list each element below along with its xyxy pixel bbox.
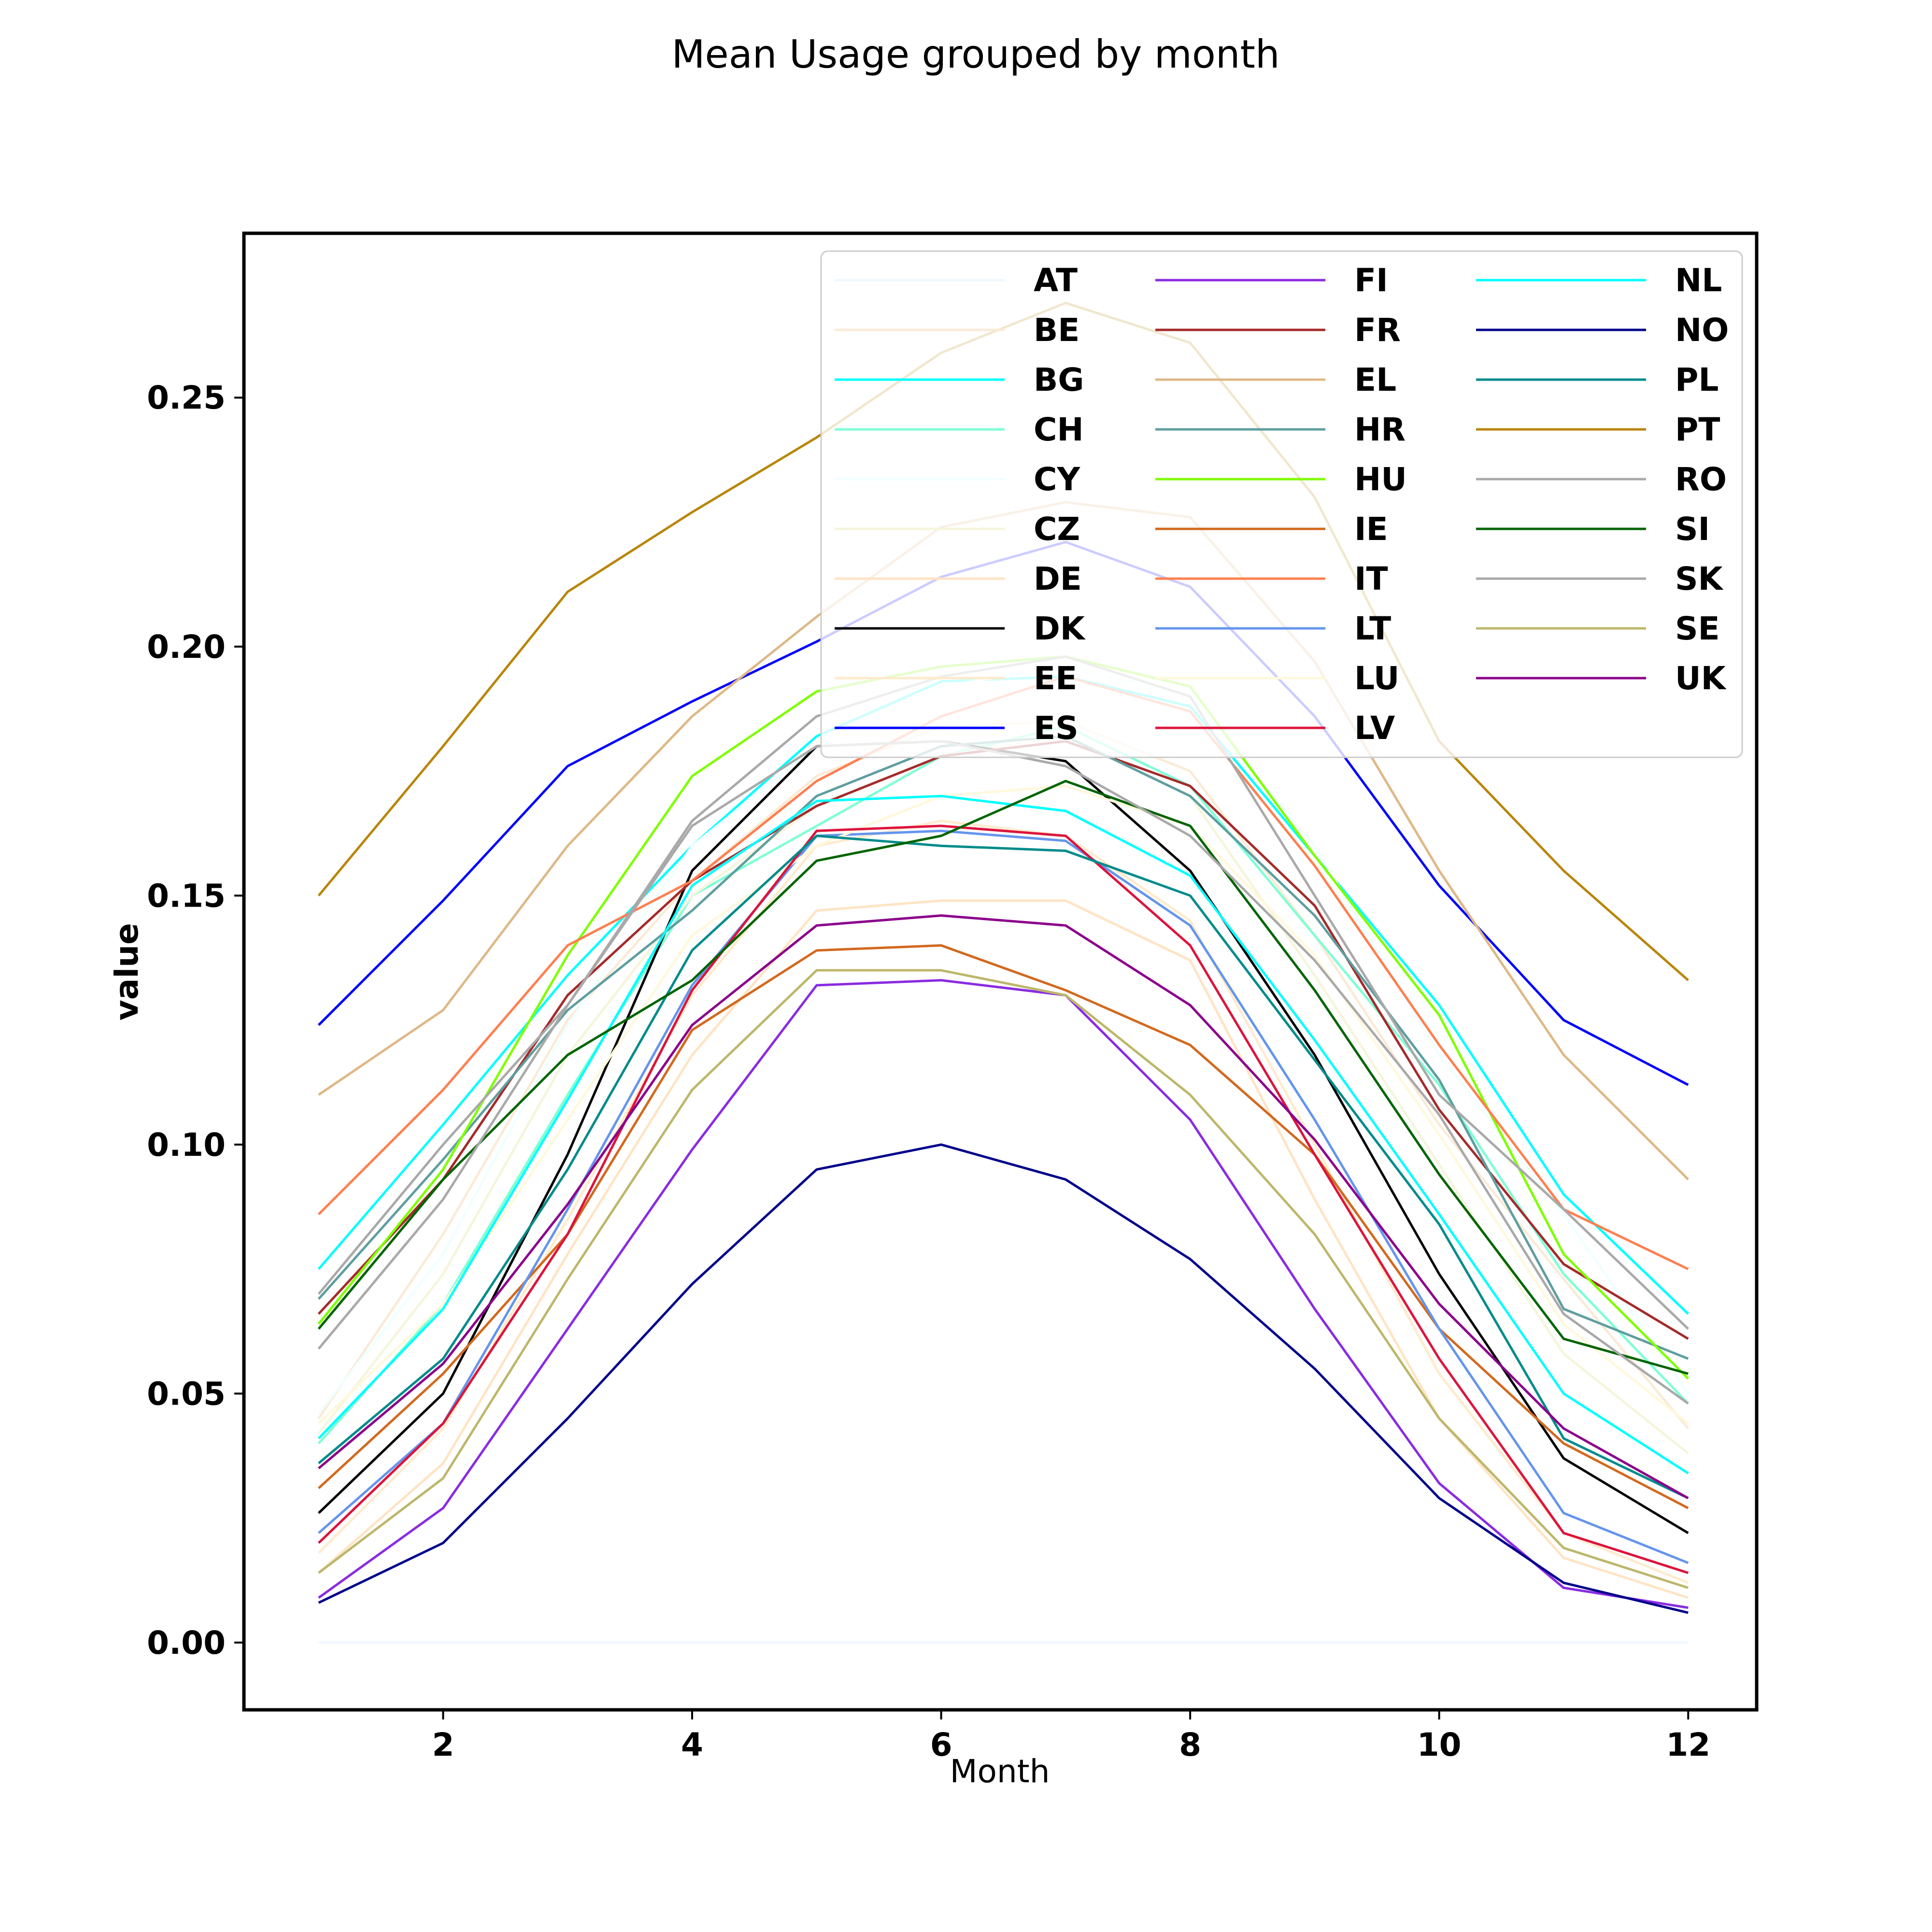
legend-label-be: BE: [1034, 312, 1080, 349]
legend-label-el: EL: [1354, 361, 1396, 398]
legend-label-es: ES: [1034, 710, 1079, 747]
legend-label-cy: CY: [1034, 461, 1080, 498]
y-tick-label: 0.15: [147, 877, 226, 914]
legend-label-de: DE: [1034, 560, 1082, 597]
chart-title: Mean Usage grouped by month: [671, 32, 1279, 77]
series-line-si: [317, 780, 1689, 1375]
legend-label-hu: HU: [1354, 461, 1407, 498]
legend-label-bg: BG: [1034, 361, 1084, 398]
legend-box: [820, 250, 1743, 758]
x-tick-label: 10: [1417, 1726, 1462, 1763]
legend-label-it: IT: [1354, 560, 1388, 597]
legend-label-hr: HR: [1354, 411, 1406, 448]
x-tick-label: 12: [1666, 1726, 1710, 1763]
y-tick-label: 0.20: [147, 628, 226, 666]
series-line-pl: [318, 835, 1689, 1500]
legend-label-ch: CH: [1034, 411, 1084, 448]
series-line-ee: [317, 820, 1689, 1584]
legend-label-at: AT: [1034, 262, 1078, 299]
legend-label-sk: SK: [1675, 560, 1724, 597]
legend-label-pt: PT: [1675, 411, 1720, 448]
y-tick-label: 0.05: [147, 1375, 226, 1412]
series-line-ie: [318, 944, 1689, 1509]
y-tick-label: 0.00: [147, 1624, 226, 1662]
legend-label-ie: IE: [1354, 511, 1388, 548]
legend-label-dk: DK: [1034, 610, 1086, 647]
legend-label-nl: NL: [1675, 262, 1722, 299]
legend-label-uk: UK: [1675, 660, 1727, 697]
legend-label-no: NO: [1675, 312, 1729, 349]
legend: AT BE BG CH CY CZ DE DK EE ES FI FR EL HR HU IE IT LT LU LV…: [820, 250, 1743, 758]
legend-label-se: SE: [1675, 610, 1720, 647]
series-line-lv: [317, 824, 1689, 1574]
legend-label-fr: FR: [1354, 312, 1401, 349]
y-tick-label: 0.25: [147, 379, 226, 416]
plot-frame: [242, 231, 1759, 1712]
y-axis-label: value: [108, 923, 145, 1021]
x-tick-label: 8: [1179, 1726, 1201, 1763]
y-tick-label: 0.10: [147, 1126, 226, 1164]
x-axis-label: Month: [950, 1753, 1050, 1790]
legend-label-fi: FI: [1354, 262, 1388, 299]
legend-label-ro: RO: [1675, 461, 1727, 498]
legend-label-lt: LT: [1354, 610, 1391, 647]
x-axis-ticks: 2 4 6 8 10 12: [432, 1710, 1710, 1763]
legend-label-lv: LV: [1354, 710, 1395, 747]
series-line-se: [318, 969, 1689, 1589]
x-tick-label: 6: [930, 1726, 952, 1763]
legend-label-cz: CZ: [1034, 511, 1080, 548]
series-line-uk: [318, 914, 1689, 1499]
legend-label-lu: LU: [1354, 660, 1399, 697]
series-line-nl: [317, 795, 1689, 1475]
series-line-no: [318, 1143, 1689, 1614]
x-tick-label: 4: [681, 1726, 703, 1763]
series-line-fi: [318, 979, 1689, 1609]
legend-label-si: SI: [1675, 511, 1710, 548]
series-line-lt: [318, 829, 1689, 1564]
legend-label-ee: EE: [1034, 660, 1077, 697]
y-axis-ticks: 0.00 0.05 0.10 0.15 0.20 0.25: [147, 379, 244, 1662]
series-line-lu: [317, 784, 1689, 1425]
x-tick-label: 2: [432, 1726, 454, 1763]
legend-label-pl: PL: [1675, 361, 1719, 398]
